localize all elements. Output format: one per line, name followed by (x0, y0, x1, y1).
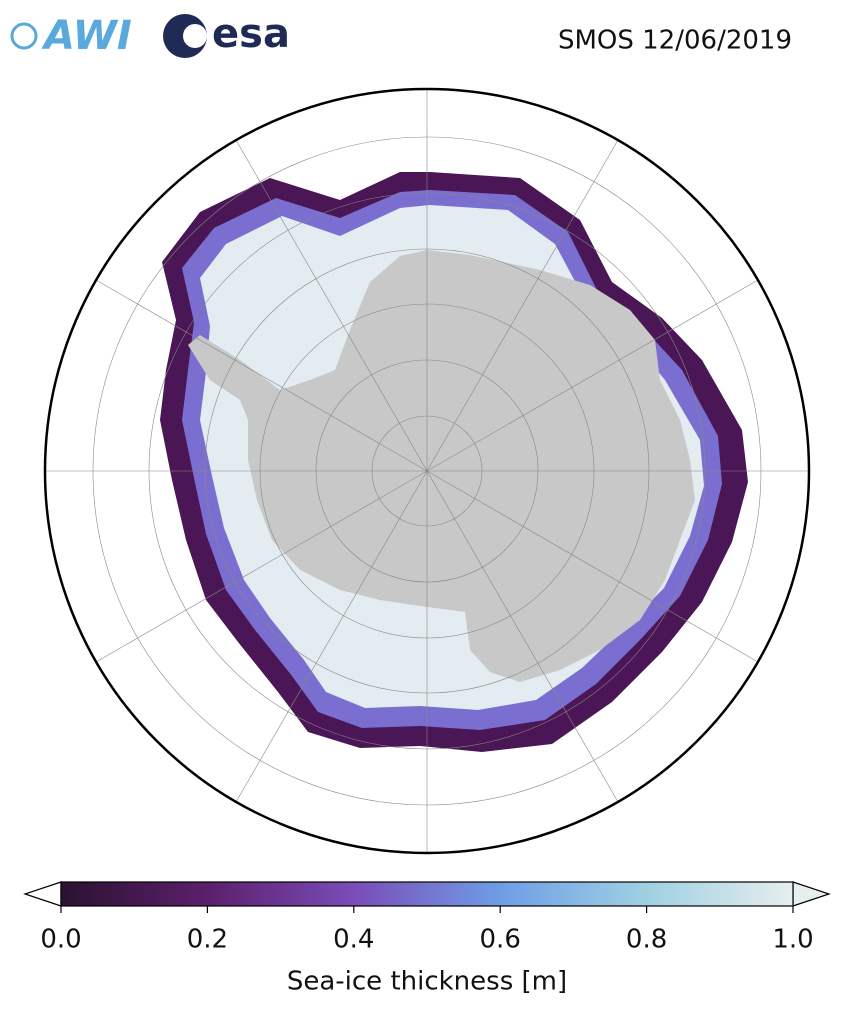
colorbar-tick-label: 0.6 (480, 925, 521, 955)
map-boundary (43, 87, 811, 855)
graticule (45, 89, 809, 853)
antarctica (188, 250, 695, 682)
colorbar-ramp (60, 881, 794, 907)
esa-logo: esa (163, 11, 290, 58)
colorbar-tick-label: 0.4 (333, 925, 374, 955)
map (45, 89, 809, 853)
map-title: SMOS 12/06/2019 (558, 26, 792, 56)
colorbar-extend-max (792, 881, 831, 907)
awi-logo: AWI (10, 13, 132, 59)
awi-logo-text: AWI (41, 13, 132, 59)
colorbar-tick-label: 1.0 (772, 925, 813, 955)
colorbar-tick-label: 0.8 (626, 925, 667, 955)
colorbar-extend-min (23, 881, 62, 907)
esa-logo-text: esa (212, 11, 290, 57)
colorbar-label: Sea-ice thickness [m] (287, 967, 567, 997)
colorbar-tick-label: 0.0 (40, 925, 81, 955)
colorbar (23, 881, 831, 913)
colorbar-tick-label: 0.2 (187, 925, 228, 955)
